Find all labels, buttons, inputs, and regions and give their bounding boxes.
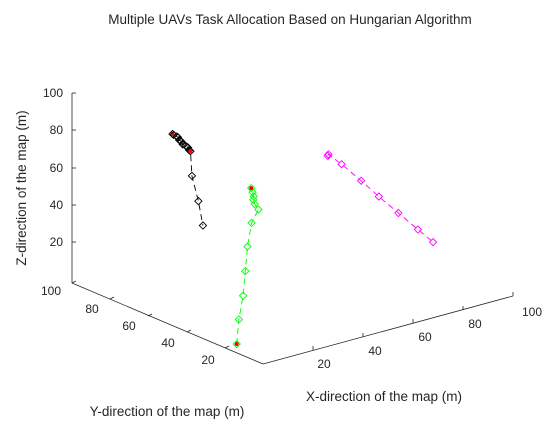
svg-text:100: 100 xyxy=(522,305,542,319)
z-ticks: 20 40 60 80 100 xyxy=(43,86,76,249)
y-tick-60: 60 xyxy=(122,314,152,333)
y-tick-40: 40 xyxy=(161,330,191,350)
y-tick-80: 80 xyxy=(85,297,114,316)
y-ticks: 20 40 60 80 100 xyxy=(41,281,229,367)
series-0-point xyxy=(199,222,206,229)
series-0-point xyxy=(195,198,202,205)
svg-text:20: 20 xyxy=(317,357,331,371)
svg-text:80: 80 xyxy=(468,317,482,331)
x-tick-40: 40 xyxy=(363,333,382,358)
svg-text:40: 40 xyxy=(50,198,64,212)
x-tick-80: 80 xyxy=(463,306,482,331)
svg-text:40: 40 xyxy=(161,336,175,350)
y-axis-label: Y-direction of the map (m) xyxy=(90,404,245,419)
svg-text:40: 40 xyxy=(368,344,382,358)
x-ticks: 20 40 60 80 100 xyxy=(313,292,542,371)
series-0-endpoint-marker xyxy=(188,149,192,153)
series-1-endpoint-marker xyxy=(235,342,239,346)
x-tick-100: 100 xyxy=(513,292,542,319)
svg-text:60: 60 xyxy=(418,330,432,344)
series-2 xyxy=(324,151,436,246)
svg-text:20: 20 xyxy=(201,353,215,367)
series-0 xyxy=(169,130,207,229)
svg-text:60: 60 xyxy=(50,161,64,175)
svg-text:100: 100 xyxy=(41,284,61,298)
svg-text:20: 20 xyxy=(50,235,64,249)
y-axis-line xyxy=(72,283,263,364)
z-axis-label: Z-direction of the map (m) xyxy=(14,110,29,265)
series-layer xyxy=(169,130,437,347)
z-tick-100: 100 xyxy=(43,86,76,100)
series-1 xyxy=(233,184,262,347)
svg-text:100: 100 xyxy=(43,86,63,100)
svg-text:80: 80 xyxy=(85,302,99,316)
x-axis-label: X-direction of the map (m) xyxy=(306,389,462,404)
svg-text:80: 80 xyxy=(50,123,64,137)
series-1-line xyxy=(237,188,259,344)
series-1-endpoint-marker xyxy=(249,186,253,190)
svg-text:60: 60 xyxy=(122,319,136,333)
y-tick-100: 100 xyxy=(41,281,76,298)
y-tick-20: 20 xyxy=(201,346,229,367)
chart-title: Multiple UAVs Task Allocation Based on H… xyxy=(108,12,471,27)
